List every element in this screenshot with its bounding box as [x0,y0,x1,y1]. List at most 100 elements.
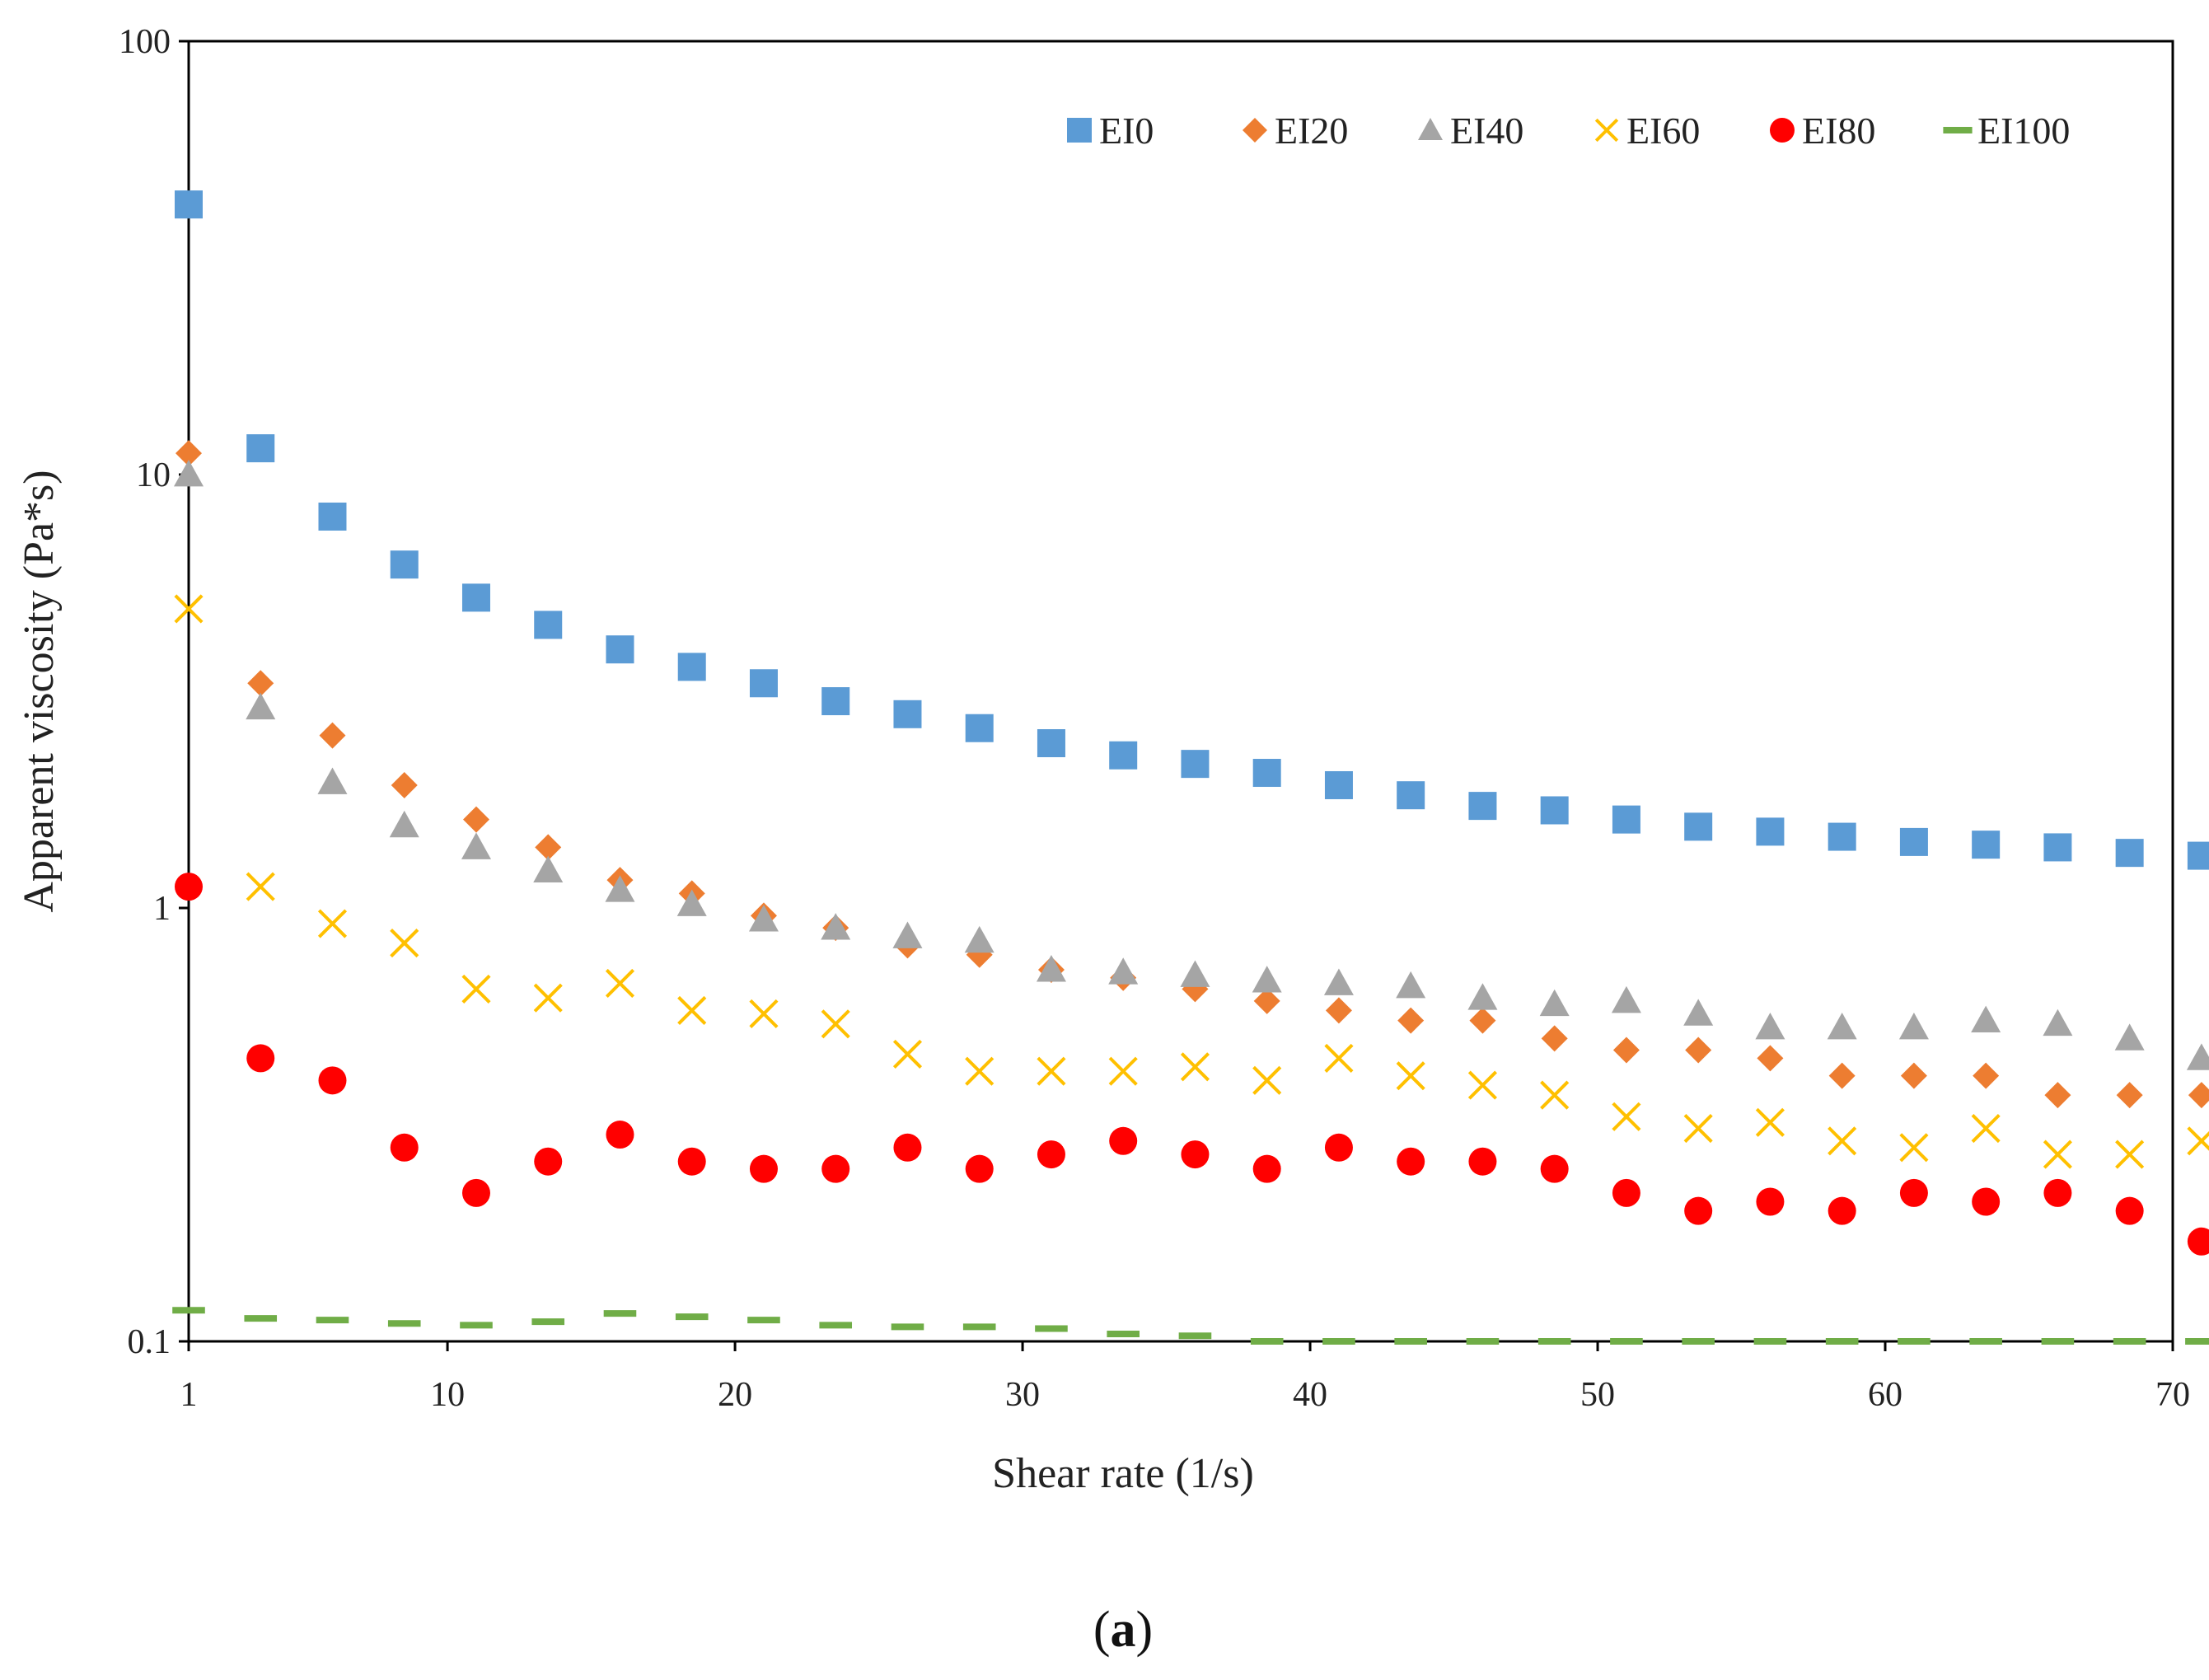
point-EI40 [1036,955,1066,982]
x-tick-label: 50 [1580,1376,1615,1414]
point-EI60 [390,928,419,958]
point-EI80 [1181,1140,1210,1169]
x-tick-label: 70 [2155,1376,2190,1414]
point-EI40 [821,913,851,940]
point-EI80 [1324,1133,1353,1162]
point-EI80 [677,1147,706,1176]
x-tick-label: 20 [718,1376,752,1414]
point-EI20 [391,771,418,798]
point-EI80 [1109,1126,1138,1155]
point-EI80 [1756,1187,1785,1216]
legend-item-EI60: EI60 [1594,110,1700,152]
point-EI0 [1540,796,1569,825]
point-EI20 [1541,1025,1568,1052]
point-EI0 [1324,770,1353,799]
point-EI0 [1037,729,1065,758]
point-EI80 [1397,1147,1425,1176]
point-EI80 [1540,1154,1569,1183]
point-EI0 [749,669,778,698]
point-EI60 [1467,1070,1497,1100]
point-EI80 [534,1147,563,1176]
legend-item-EI0: EI0 [1067,110,1154,152]
point-EI40 [964,925,995,953]
point-EI40 [1323,968,1354,995]
point-EI0 [246,434,275,463]
point-EI60 [1971,1113,2001,1144]
legend-item-EI40: EI40 [1418,110,1523,152]
point-EI60 [461,974,491,1004]
point-EI60 [174,594,204,624]
point-EI20 [319,722,346,749]
point-EI80 [1684,1196,1713,1225]
point-EI60 [1324,1043,1354,1073]
series-EI0 [175,190,2209,870]
point-EI80 [749,1154,778,1183]
point-EI40 [2043,1008,2073,1037]
point-EI60 [1540,1080,1570,1110]
point-EI40 [389,810,419,838]
point-EI20 [1973,1062,2000,1089]
point-EI0 [965,714,994,742]
point-EI40 [1611,985,1641,1013]
x-tick-label: 1 [180,1376,198,1414]
legend-marker-EI0 [1067,118,1092,143]
point-EI20 [2188,1082,2209,1109]
point-EI40 [1396,971,1426,999]
point-EI80 [175,873,203,901]
point-EI20 [1757,1045,1784,1072]
legend-label-EI40: EI40 [1450,110,1523,152]
point-EI40 [1467,983,1498,1010]
point-EI40 [1180,960,1210,987]
figure-caption: (a) [1093,1602,1153,1658]
point-EI20 [1397,1007,1425,1034]
point-EI0 [821,687,850,716]
point-EI0 [893,700,922,728]
point-EI0 [1252,759,1281,788]
point-EI60 [605,968,635,999]
point-EI60 [1612,1102,1641,1131]
legend-marker-EI60 [1594,118,1619,143]
point-EI40 [317,767,348,794]
point-EI40 [246,692,276,720]
point-EI60 [1180,1052,1210,1082]
y-tick-label: 100 [119,23,171,61]
point-EI60 [533,983,563,1013]
point-EI60 [2043,1139,2072,1169]
legend-label-EI100: EI100 [1977,110,2070,152]
point-EI20 [535,834,562,861]
point-EI80 [1037,1140,1065,1169]
point-EI80 [246,1044,275,1073]
x-tick-label: 10 [430,1376,465,1414]
point-EI80 [1899,1178,1928,1207]
series-EI100 [172,1307,2209,1345]
point-EI60 [965,1056,995,1086]
point-EI60 [1108,1056,1138,1086]
point-EI80 [1612,1178,1640,1207]
point-EI60 [2187,1126,2209,1156]
point-EI20 [462,806,489,833]
point-EI0 [390,550,419,579]
point-EI80 [1252,1154,1281,1183]
point-EI20 [1685,1037,1712,1064]
point-EI0 [2115,839,2144,868]
legend-item-EI100: EI100 [1943,110,2070,152]
point-EI0 [1468,792,1497,821]
point-EI80 [1828,1196,1856,1225]
point-EI80 [2043,1178,2072,1207]
point-EI0 [318,502,347,531]
point-EI0 [606,635,634,664]
x-tick-label: 40 [1293,1376,1327,1414]
point-EI0 [175,190,203,219]
point-EI40 [1971,1005,2001,1032]
point-EI60 [1037,1056,1066,1086]
series-EI60 [174,594,2209,1169]
x-axis-ticks: 1 10 20 30 40 50 60 70 [180,1341,2190,1414]
point-EI20 [1612,1037,1640,1064]
x-tick-label: 60 [1868,1376,1902,1414]
y-tick-label: 1 [153,890,171,928]
point-EI0 [1612,805,1640,834]
point-EI80 [461,1178,490,1207]
point-EI20 [1900,1062,1927,1089]
legend-item-EI20: EI20 [1243,110,1348,152]
